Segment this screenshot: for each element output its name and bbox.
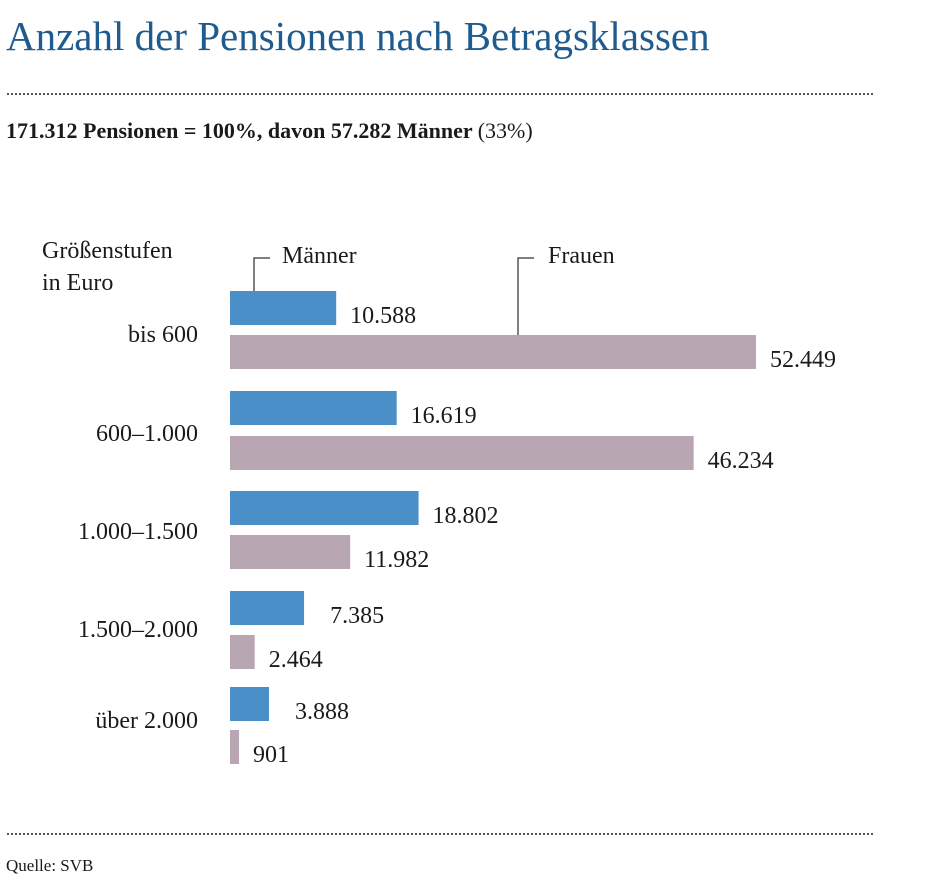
top-divider (7, 93, 873, 95)
legend-leader-frauen (517, 257, 534, 335)
value-label-maenner: 3.888 (295, 699, 349, 725)
value-label-maenner: 18.802 (433, 503, 499, 529)
subtitle-percent: (33%) (477, 118, 533, 143)
value-label-frauen: 52.449 (770, 347, 836, 373)
bar-frauen (230, 436, 694, 470)
value-label-maenner: 7.385 (330, 603, 384, 629)
bar-frauen (230, 335, 756, 369)
source-note: Quelle: SVB (6, 856, 94, 875)
value-label-maenner: 10.588 (350, 303, 416, 329)
bottom-divider (7, 833, 873, 835)
axis-label-line-1: Größenstufen (42, 238, 173, 264)
bar-maenner (230, 291, 337, 325)
chart-subtitle: 171.312 Pensionen = 100%, davon 57.282 M… (6, 118, 533, 144)
bar-frauen (230, 635, 255, 669)
value-label-maenner: 16.619 (411, 403, 477, 429)
category-label: 1.500–2.000 (78, 617, 198, 643)
subtitle-main: 171.312 Pensionen = 100%, davon 57.282 M… (6, 118, 473, 143)
legend-leader-maenner (253, 257, 270, 291)
category-label: über 2.000 (95, 708, 198, 734)
bar-frauen (230, 730, 240, 764)
value-label-frauen: 46.234 (708, 448, 774, 474)
value-label-frauen: 901 (253, 742, 289, 768)
bar-maenner (230, 687, 269, 721)
legend-label-maenner: Männer (282, 243, 357, 269)
bar-maenner (230, 491, 419, 525)
bar-maenner (230, 591, 305, 625)
value-label-frauen: 11.982 (364, 547, 429, 573)
bar-frauen (230, 535, 351, 569)
bar-maenner (230, 391, 397, 425)
value-label-frauen: 2.464 (269, 647, 323, 673)
category-label: bis 600 (128, 322, 198, 348)
category-label: 600–1.000 (96, 421, 198, 447)
axis-label-line-2: in Euro (42, 270, 113, 296)
chart-title: Anzahl der Pensionen nach Betragsklassen (6, 13, 710, 59)
category-label: 1.000–1.500 (78, 519, 198, 545)
legend-label-frauen: Frauen (548, 243, 615, 269)
